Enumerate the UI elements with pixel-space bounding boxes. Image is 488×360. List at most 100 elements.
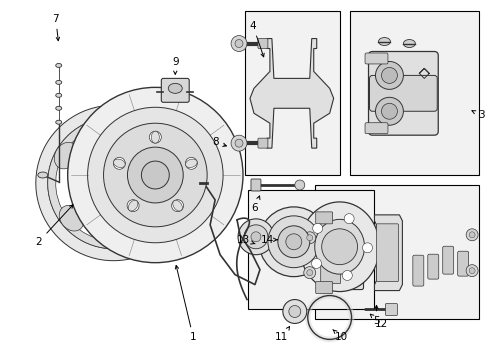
Circle shape [375, 62, 403, 89]
Wedge shape [36, 105, 191, 261]
Text: 6: 6 [251, 196, 260, 213]
Circle shape [465, 229, 477, 241]
Circle shape [250, 232, 261, 242]
Ellipse shape [113, 159, 125, 167]
FancyBboxPatch shape [369, 75, 436, 111]
Circle shape [381, 103, 397, 119]
Circle shape [294, 180, 304, 190]
Circle shape [171, 200, 183, 212]
Text: 9: 9 [172, 58, 178, 74]
Circle shape [235, 139, 243, 147]
Ellipse shape [38, 172, 48, 178]
Circle shape [230, 36, 246, 51]
Circle shape [244, 225, 267, 249]
Bar [314, 185, 478, 319]
Circle shape [238, 219, 273, 255]
Ellipse shape [56, 120, 61, 124]
Circle shape [312, 223, 322, 233]
FancyBboxPatch shape [161, 78, 189, 102]
FancyBboxPatch shape [258, 138, 267, 148]
Text: 7: 7 [52, 14, 60, 41]
FancyBboxPatch shape [364, 53, 387, 64]
Ellipse shape [403, 40, 414, 48]
Circle shape [306, 270, 312, 276]
Bar [244, 11, 339, 175]
Circle shape [321, 229, 357, 265]
Circle shape [185, 157, 197, 169]
Text: 12: 12 [369, 314, 387, 329]
Ellipse shape [56, 80, 61, 84]
Circle shape [468, 232, 474, 238]
Circle shape [127, 147, 183, 203]
Text: 4: 4 [249, 21, 264, 57]
Circle shape [344, 214, 353, 224]
Circle shape [259, 207, 328, 276]
Circle shape [141, 161, 169, 189]
FancyBboxPatch shape [412, 255, 423, 286]
Polygon shape [374, 215, 402, 291]
Circle shape [267, 216, 319, 268]
FancyBboxPatch shape [368, 51, 437, 135]
Wedge shape [48, 117, 179, 249]
Circle shape [103, 123, 207, 227]
FancyBboxPatch shape [427, 254, 438, 279]
FancyBboxPatch shape [317, 216, 363, 289]
Circle shape [311, 258, 321, 269]
Ellipse shape [54, 142, 78, 169]
Polygon shape [249, 39, 333, 148]
Ellipse shape [59, 206, 83, 231]
Circle shape [285, 234, 301, 250]
Ellipse shape [299, 202, 379, 292]
Ellipse shape [56, 106, 61, 110]
Circle shape [235, 40, 243, 48]
Text: 10: 10 [332, 330, 347, 342]
FancyBboxPatch shape [457, 251, 468, 276]
FancyBboxPatch shape [315, 212, 332, 224]
Circle shape [230, 135, 246, 151]
Circle shape [342, 270, 351, 280]
Circle shape [282, 300, 306, 323]
Circle shape [362, 243, 372, 253]
FancyBboxPatch shape [250, 179, 261, 191]
Circle shape [149, 131, 161, 143]
FancyBboxPatch shape [315, 282, 332, 293]
Ellipse shape [151, 131, 159, 143]
Circle shape [127, 200, 139, 212]
Circle shape [303, 232, 315, 244]
Circle shape [375, 97, 403, 125]
Ellipse shape [185, 159, 197, 167]
Circle shape [67, 87, 243, 263]
Circle shape [306, 235, 312, 241]
Circle shape [87, 107, 223, 243]
Bar [349, 11, 478, 175]
FancyBboxPatch shape [258, 39, 267, 49]
FancyBboxPatch shape [442, 246, 453, 274]
Circle shape [303, 267, 315, 279]
FancyBboxPatch shape [364, 123, 387, 134]
Ellipse shape [168, 84, 182, 93]
Ellipse shape [56, 63, 61, 67]
Text: 13: 13 [236, 235, 255, 245]
Ellipse shape [172, 200, 182, 211]
Circle shape [468, 268, 474, 274]
FancyBboxPatch shape [320, 222, 340, 284]
Text: 5: 5 [372, 305, 379, 327]
FancyBboxPatch shape [385, 303, 397, 315]
Circle shape [277, 226, 309, 258]
FancyBboxPatch shape [376, 224, 398, 282]
Circle shape [381, 67, 397, 84]
Ellipse shape [378, 37, 389, 45]
Text: 8: 8 [211, 137, 226, 147]
Ellipse shape [314, 219, 364, 274]
Ellipse shape [56, 93, 61, 97]
Text: 11: 11 [275, 327, 289, 342]
Circle shape [465, 265, 477, 276]
Text: 2: 2 [36, 205, 73, 247]
Circle shape [288, 306, 300, 318]
Bar [247, 190, 374, 310]
Ellipse shape [128, 200, 138, 211]
Circle shape [113, 157, 125, 169]
Text: 1: 1 [175, 265, 196, 342]
Text: 14: 14 [261, 235, 277, 245]
Text: 3: 3 [471, 110, 484, 120]
